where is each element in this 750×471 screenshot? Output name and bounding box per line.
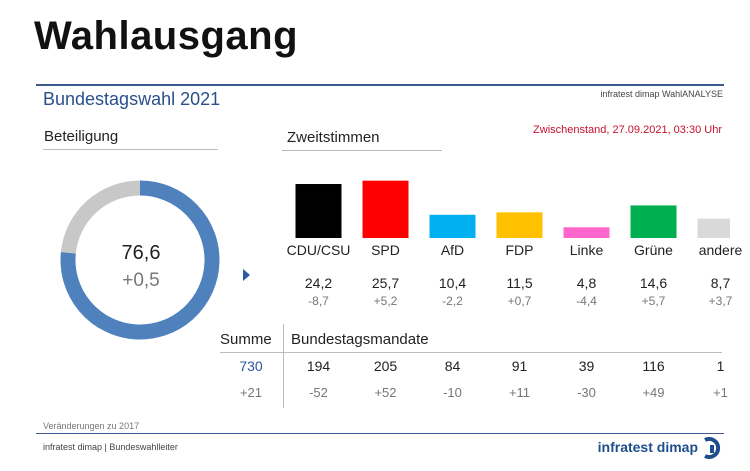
footnote: Veränderungen zu 2017 — [43, 421, 140, 431]
vote-change: -8,7 — [308, 294, 329, 308]
seat-change: -10 — [443, 385, 462, 400]
vote-change: +0,7 — [507, 294, 532, 308]
table-divider-vertical — [283, 324, 284, 408]
party-label: andere — [698, 242, 743, 258]
summe-change: +21 — [239, 385, 263, 400]
seat-count: 205 — [373, 358, 398, 374]
status-timestamp: Zwischenstand, 27.09.2021, 03:30 Uhr — [533, 124, 722, 136]
seat-count: 39 — [578, 358, 595, 374]
summe-label: Summe — [220, 331, 272, 348]
seat-change: +52 — [374, 385, 397, 400]
table-divider — [220, 352, 722, 353]
vote-share: 4,8 — [576, 275, 597, 291]
seat-count: 1 — [716, 358, 725, 374]
vote-change: -2,2 — [442, 294, 463, 308]
logo-icon — [704, 437, 721, 459]
headline: Wahlausgang — [34, 14, 299, 58]
section-beteiligung: Beteiligung — [44, 128, 119, 145]
turnout-segment — [60, 180, 220, 340]
vote-change: +5,2 — [373, 294, 398, 308]
bottom-divider — [36, 433, 724, 434]
bar-andere — [697, 218, 730, 238]
seat-count: 194 — [306, 358, 331, 374]
vote-share: 24,2 — [304, 275, 333, 291]
summe-value: 730 — [239, 358, 263, 374]
party-label: FDP — [505, 242, 534, 258]
seat-count: 116 — [642, 358, 665, 374]
party-label: Grüne — [634, 242, 673, 258]
logo: infratest dimap — [597, 439, 698, 455]
seat-change: +1 — [713, 385, 728, 400]
non-turnout-segment — [60, 180, 141, 254]
bar-gr-ne — [630, 205, 677, 238]
source-bottom: infratest dimap | Bundeswahlleiter — [43, 442, 178, 452]
section-divider — [43, 149, 218, 150]
vote-share: 25,7 — [371, 275, 400, 291]
vote-share: 10,4 — [438, 275, 467, 291]
bar-cdu-csu — [295, 184, 342, 238]
party-label: AfD — [440, 242, 465, 258]
vote-change: +3,7 — [708, 294, 733, 308]
mandate-label: Bundestagsmandate — [291, 331, 429, 348]
seat-change: -52 — [309, 385, 328, 400]
vote-share: 11,5 — [506, 275, 533, 291]
chart-subtitle: Bundestagswahl 2021 — [43, 89, 221, 109]
vote-change: +5,7 — [641, 294, 666, 308]
seat-change: +11 — [508, 385, 531, 400]
turnout-value: 76,6 — [121, 242, 161, 264]
party-label: CDU/CSU — [286, 242, 351, 258]
party-label: Linke — [569, 242, 604, 258]
seat-count: 91 — [511, 358, 528, 374]
seat-count: 84 — [444, 358, 461, 374]
top-divider — [36, 84, 724, 86]
zweitstimmen-bars — [295, 180, 730, 238]
section-zweitstimmen: Zweitstimmen — [287, 129, 380, 146]
turnout-donut — [60, 180, 220, 340]
bar-linke — [563, 227, 610, 238]
seat-change: -30 — [577, 385, 596, 400]
arrow-right-icon — [243, 269, 250, 281]
source-top: infratest dimap WahlANALYSE — [600, 89, 723, 99]
seat-change: +49 — [642, 385, 665, 400]
bar-spd — [362, 180, 409, 238]
bar-afd — [429, 214, 476, 238]
vote-change: -4,4 — [576, 294, 597, 308]
vote-share: 8,7 — [710, 275, 731, 291]
party-label: SPD — [371, 242, 400, 258]
turnout-change: +0,5 — [122, 270, 160, 291]
vote-share: 14,6 — [639, 275, 668, 291]
bar-fdp — [496, 212, 543, 238]
section-divider — [282, 150, 442, 151]
